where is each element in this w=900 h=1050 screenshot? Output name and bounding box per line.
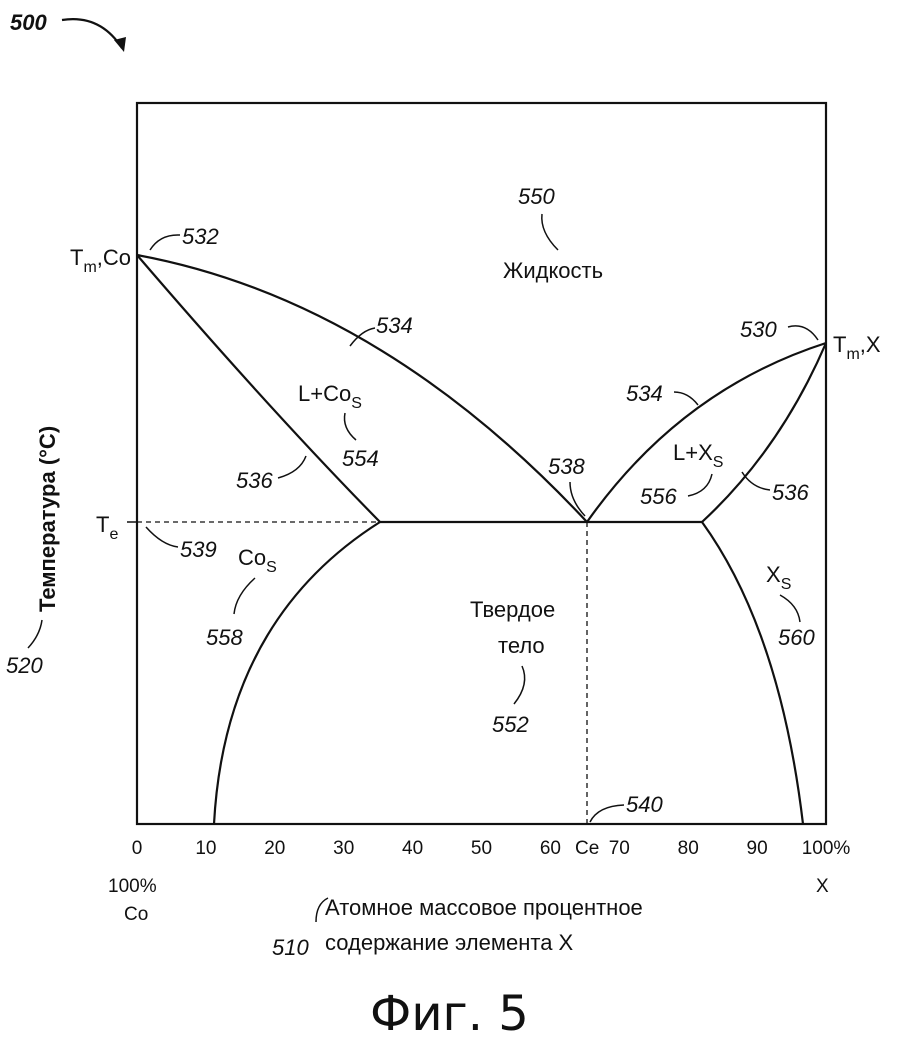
tm-co-label: Tm,Co — [70, 245, 131, 276]
eutectic-line-ref-leader — [145, 526, 179, 548]
x-axis-ref: 510 — [272, 935, 309, 960]
x-s-label: XS — [766, 562, 791, 593]
l-x-ref: 556 — [640, 484, 677, 509]
liquidus-left-curve — [136, 253, 588, 523]
liquidus-right-ref-leader — [673, 391, 699, 406]
left-pct-label: 100% — [108, 876, 157, 897]
plot-frame — [135, 101, 828, 826]
tm-x-ref-leader — [787, 325, 819, 341]
liquidus-left-ref: 534 — [376, 313, 413, 338]
ce-ref: 540 — [626, 792, 663, 817]
liquidus-right-ref: 534 — [626, 381, 663, 406]
solidus-left-curve — [136, 254, 381, 523]
x-tick-label: 10 — [195, 838, 216, 859]
liquidus-right-curve — [586, 341, 827, 523]
right-element-label: X — [816, 876, 829, 897]
figure-ref: 500 — [10, 10, 47, 35]
eutectic-line-ref: 539 — [180, 537, 217, 562]
solvus-right-curve — [701, 521, 805, 825]
liquid-ref-leader — [541, 213, 559, 251]
eutectic-point-ref-leader — [569, 481, 586, 517]
l-co-label: L+CoS — [298, 381, 362, 412]
co-s-label: CoS — [238, 545, 277, 576]
x-tick-label: 40 — [402, 838, 423, 859]
solidus-right-ref: 536 — [772, 480, 809, 505]
ce-ref-leader — [589, 804, 625, 823]
tm-x-ref: 530 — [740, 317, 777, 342]
solid-ref-leader — [513, 665, 526, 705]
tm-co-ref-leader — [149, 234, 181, 251]
co-s-ref-leader — [233, 577, 256, 615]
eutectic-point-ref: 538 — [548, 454, 585, 479]
x-tick-label: 60 — [540, 838, 561, 859]
x-s-ref-leader — [779, 594, 801, 623]
ce-tick-label: Ce — [575, 838, 599, 859]
tm-x-label: Tm,X — [833, 332, 881, 363]
x-tick-label: 80 — [678, 838, 699, 859]
solidus-right-ref-leader — [741, 471, 771, 491]
tm-co-ref: 532 — [182, 224, 219, 249]
solid-label-line2: тело — [498, 633, 545, 658]
te-label: Te — [96, 512, 118, 543]
y-axis-ref-leader — [27, 619, 43, 649]
x-tick-label: 70 — [609, 838, 630, 859]
figure-ref-arrowhead — [114, 37, 126, 52]
co-s-ref: 558 — [206, 625, 243, 650]
solvus-left-curve — [212, 521, 381, 825]
x-axis-title-line1: Атомное массовое процентное — [325, 895, 643, 920]
liquid-ref: 550 — [518, 184, 555, 209]
x-tick-labels: 0 10 20 30 40 50 60 70 80 90 100% — [132, 838, 851, 859]
l-co-ref: 554 — [342, 446, 379, 471]
solidus-left-ref: 536 — [236, 468, 273, 493]
x-tick-label: 90 — [747, 838, 768, 859]
solid-label-line1: Твердое — [470, 597, 555, 622]
liquidus-left-ref-leader — [349, 327, 376, 347]
x-tick-label: 100% — [802, 838, 851, 859]
x-tick-label: 20 — [264, 838, 285, 859]
x-tick-label: 0 — [132, 838, 143, 859]
x-axis-title-line2: содержание элемента X — [325, 930, 574, 955]
l-x-label: L+XS — [673, 440, 723, 471]
solidus-right-curve — [701, 342, 828, 523]
figure-ref-arrow — [61, 18, 123, 49]
solidus-left-ref-leader — [277, 455, 307, 479]
l-co-ref-leader — [343, 412, 357, 441]
l-x-ref-leader — [687, 473, 713, 497]
x-axis-ref-leader — [315, 897, 329, 923]
x-tick-label: 50 — [471, 838, 492, 859]
solid-ref: 552 — [492, 712, 529, 737]
left-element-label: Co — [124, 904, 148, 925]
x-s-ref: 560 — [778, 625, 815, 650]
liquid-label: Жидкость — [503, 258, 603, 283]
y-axis-title: Температура (°С) — [35, 426, 60, 612]
x-tick-label: 30 — [333, 838, 354, 859]
y-axis-ref: 520 — [6, 653, 43, 678]
figure-caption: Фиг. 5 — [370, 986, 529, 1042]
